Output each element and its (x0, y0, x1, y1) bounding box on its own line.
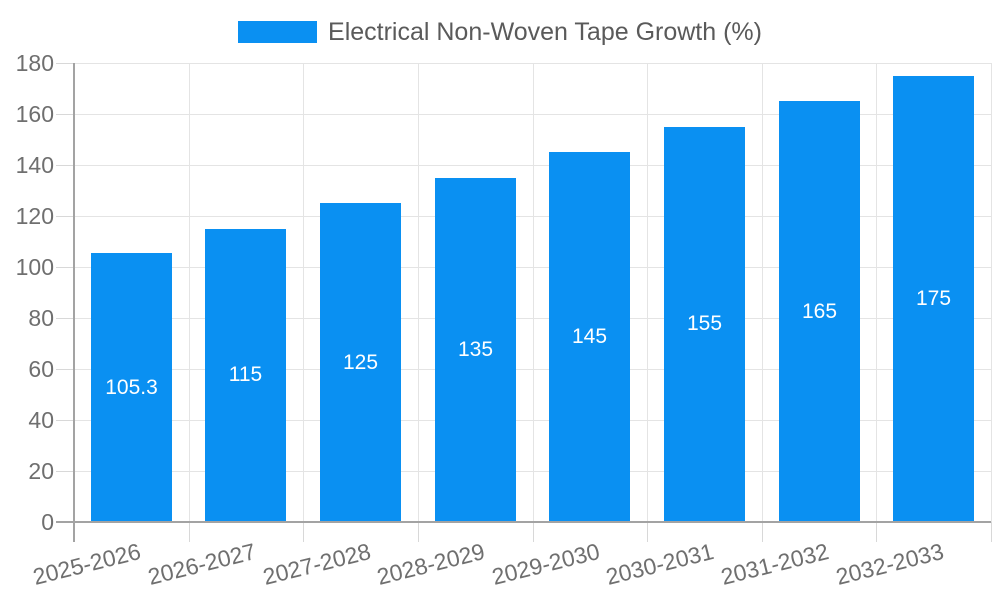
y-axis-tick (56, 369, 74, 370)
bar-2030-2031[interactable] (664, 127, 745, 522)
x-gridline (647, 63, 648, 522)
y-gridline (74, 165, 991, 166)
y-gridline (74, 420, 991, 421)
bar-2031-2032[interactable] (779, 101, 860, 522)
y-axis-tick-label: 0 (41, 509, 54, 535)
bar-2027-2028[interactable] (320, 203, 401, 522)
bar-value-label: 175 (915, 287, 952, 310)
y-axis-tick (56, 471, 74, 472)
bar-value-label: 115 (228, 363, 263, 386)
x-axis-tick (418, 522, 419, 542)
y-gridline (74, 114, 991, 115)
bar-value-label: 105.3 (105, 376, 158, 399)
bar-value-label: 155 (686, 312, 723, 335)
legend-label: Electrical Non-Woven Tape Growth (%) (328, 18, 762, 46)
x-gridline (418, 63, 419, 522)
y-axis-tick-label: 140 (15, 152, 54, 178)
legend[interactable]: Electrical Non-Woven Tape Growth (%) (0, 18, 1000, 46)
x-gridline (189, 63, 190, 522)
x-gridline (533, 63, 534, 522)
y-axis-tick (56, 420, 74, 421)
y-gridline (74, 369, 991, 370)
y-axis-tick-label: 20 (28, 458, 54, 484)
x-axis-tick (533, 522, 534, 542)
x-gridline (762, 63, 763, 522)
x-axis-tick (876, 522, 877, 542)
x-axis-tick (991, 522, 992, 542)
x-gridline (991, 63, 992, 522)
y-gridline (74, 63, 991, 64)
bar-value-label: 135 (457, 338, 494, 361)
bar-2026-2027[interactable] (205, 229, 286, 522)
x-axis-line (56, 521, 991, 523)
bar-value-label: 145 (571, 325, 608, 348)
legend-swatch-icon (238, 21, 318, 43)
y-axis-tick-label: 60 (28, 356, 54, 382)
bar-2028-2029[interactable] (435, 178, 516, 522)
y-axis-tick-label: 80 (28, 305, 54, 331)
y-axis-tick-label: 160 (15, 101, 54, 127)
y-gridline (74, 471, 991, 472)
y-axis-tick (56, 63, 74, 64)
y-gridline (74, 267, 991, 268)
y-axis-tick (56, 114, 74, 115)
bar-2025-2026[interactable] (91, 253, 172, 522)
y-axis-tick-label: 40 (28, 407, 54, 433)
y-axis-tick-label: 100 (15, 254, 54, 280)
y-axis-tick-label: 120 (15, 203, 54, 229)
x-axis-tick (189, 522, 190, 542)
y-axis-tick (56, 318, 74, 319)
x-axis-tick (647, 522, 648, 542)
y-axis-tick (56, 165, 74, 166)
y-axis-tick-label: 180 (15, 50, 54, 76)
y-axis-tick (56, 216, 74, 217)
y-gridline (74, 216, 991, 217)
bar-2032-2033[interactable] (893, 76, 974, 522)
y-axis-line (73, 63, 75, 542)
x-axis-tick (762, 522, 763, 542)
bar-value-label: 165 (801, 300, 838, 323)
x-gridline (876, 63, 877, 522)
bar-value-label: 125 (342, 351, 379, 374)
x-axis-tick (303, 522, 304, 542)
bar-2029-2030[interactable] (549, 152, 630, 522)
y-axis-tick (56, 267, 74, 268)
x-gridline (303, 63, 304, 522)
y-gridline (74, 318, 991, 319)
